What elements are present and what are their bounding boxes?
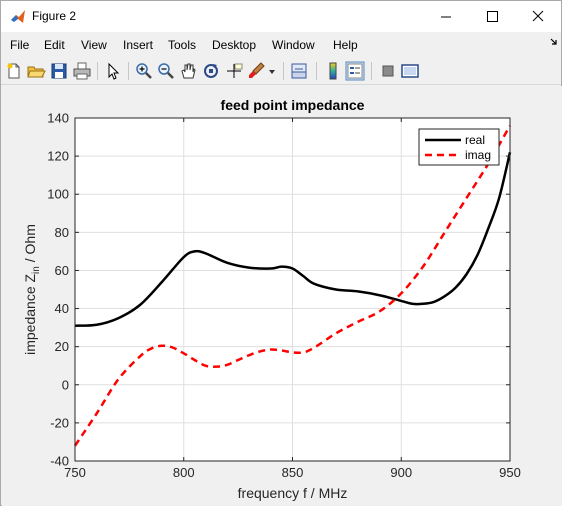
legend-label-imag: imag	[465, 148, 491, 162]
minimize-button[interactable]	[423, 1, 469, 32]
print-icon[interactable]	[72, 61, 92, 81]
menu-insert[interactable]: Insert	[123, 38, 153, 52]
y-axis-label-subscript: in	[31, 266, 42, 274]
save-icon[interactable]	[49, 61, 69, 81]
zoom-out-icon[interactable]	[156, 61, 176, 81]
brush-dropdown-icon[interactable]	[268, 68, 276, 76]
figure-canvas[interactable]: 750 800 850 900 950 -40 -20 0 20 40 60 80 100 120 140 f…	[2, 86, 562, 506]
new-figure-icon[interactable]	[4, 61, 24, 81]
legend-label-real: real	[465, 133, 485, 147]
brush-icon[interactable]	[247, 61, 267, 81]
chart-title: feed point impedance	[221, 97, 365, 113]
link-plot-icon[interactable]	[289, 61, 309, 81]
hide-plot-tools-icon[interactable]	[378, 61, 398, 81]
minimize-icon	[423, 1, 469, 32]
toolbar-separator	[316, 62, 317, 80]
toolbar-separator	[283, 62, 284, 80]
close-button[interactable]	[515, 1, 561, 32]
y-tick-label: 100	[47, 187, 69, 202]
menu-edit[interactable]: Edit	[44, 38, 65, 52]
rotate-3d-icon[interactable]	[201, 61, 221, 81]
y-axis-label-unit: / Ohm	[22, 224, 38, 266]
colorbar-icon[interactable]	[323, 61, 343, 81]
y-tick-label: 140	[47, 111, 69, 126]
maximize-button[interactable]	[469, 1, 515, 32]
x-axis-label: frequency f / MHz	[238, 485, 348, 501]
pan-icon[interactable]	[178, 61, 198, 81]
y-tick-label: -20	[50, 415, 69, 430]
close-icon	[515, 1, 561, 32]
y-tick-label: 80	[55, 225, 69, 240]
maximize-icon	[469, 1, 515, 32]
menu-file[interactable]: File	[10, 38, 29, 52]
title-bar[interactable]: Figure 2	[1, 1, 561, 32]
toolbar-separator	[97, 62, 98, 80]
show-plot-tools-icon[interactable]	[400, 61, 420, 81]
toolbar	[1, 57, 561, 85]
x-tick-label: 950	[499, 465, 521, 480]
zoom-in-icon[interactable]	[134, 61, 154, 81]
menu-window[interactable]: Window	[272, 38, 315, 52]
x-tick-label: 850	[282, 465, 304, 480]
x-tick-label: 900	[390, 465, 412, 480]
toolbar-separator	[128, 62, 129, 80]
arrow-icon[interactable]	[549, 37, 559, 47]
y-tick-label: 20	[55, 339, 69, 354]
data-cursor-icon[interactable]	[224, 61, 244, 81]
y-tick-label: -40	[50, 454, 69, 469]
y-tick-label: 60	[55, 263, 69, 278]
menu-help[interactable]: Help	[333, 38, 358, 52]
toolbar-separator	[371, 62, 372, 80]
y-axis-label: impedance Zin / Ohm	[22, 224, 42, 355]
open-file-icon[interactable]	[26, 61, 46, 81]
edit-plot-icon[interactable]	[103, 61, 123, 81]
line-chart: 750 800 850 900 950-40-20020406080100120140f…	[2, 86, 562, 506]
menu-desktop[interactable]: Desktop	[212, 38, 256, 52]
window-title: Figure 2	[32, 9, 76, 23]
legend-icon[interactable]	[345, 61, 365, 81]
menu-view[interactable]: View	[81, 38, 107, 52]
menu-bar: File Edit View Insert Tools Desktop Wind…	[1, 34, 561, 56]
menu-tools[interactable]: Tools	[168, 38, 196, 52]
y-tick-label: 40	[55, 301, 69, 316]
matlab-app-icon	[10, 9, 26, 25]
x-tick-label: 800	[173, 465, 195, 480]
y-axis-label-main: impedance Z	[22, 273, 38, 354]
y-tick-label: 0	[62, 377, 69, 392]
y-tick-label: 120	[47, 149, 69, 164]
